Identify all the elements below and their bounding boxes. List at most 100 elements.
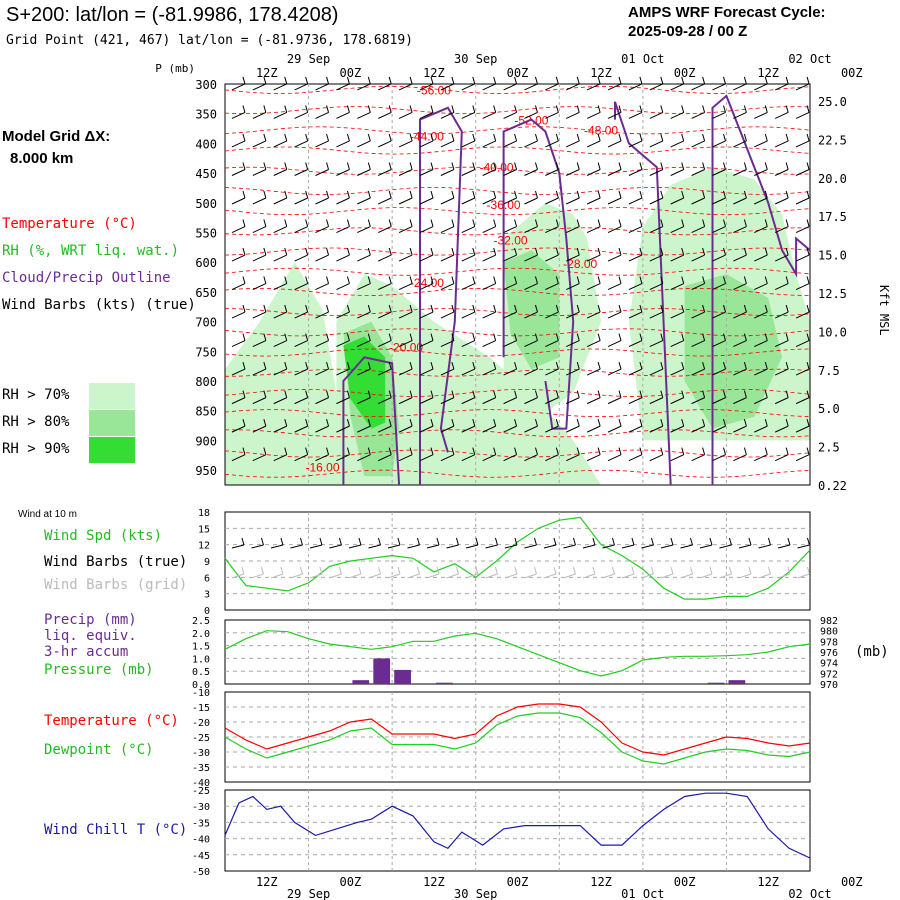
wind-barb-flag bbox=[785, 105, 789, 113]
grid-wind-barb-flag bbox=[806, 566, 810, 575]
wind-barb-staff bbox=[712, 197, 726, 205]
wind-barb bbox=[273, 105, 288, 119]
label-wind-speed: Wind Spd (kts) bbox=[44, 528, 163, 544]
wind-barb-flag bbox=[743, 276, 747, 284]
kft-tick-label: 5.0 bbox=[818, 402, 840, 416]
wind-barb-flag bbox=[430, 447, 434, 455]
wind-barb-staff bbox=[419, 454, 434, 462]
wind-barb bbox=[273, 219, 288, 233]
wind-barb bbox=[733, 418, 747, 433]
wind-barb-flag bbox=[263, 76, 267, 85]
surface-wind-barb-staff bbox=[621, 544, 635, 549]
wind-barb-staff bbox=[691, 83, 705, 91]
grid-wind-barb-staff bbox=[582, 573, 596, 579]
wind-barb-staff bbox=[294, 140, 308, 148]
grid-wind-barb-staff bbox=[524, 573, 537, 579]
wind-barb-flag bbox=[346, 219, 350, 227]
wind-barb bbox=[231, 162, 246, 176]
wind-barb-flag bbox=[472, 304, 476, 313]
wind-barb bbox=[252, 447, 267, 462]
grid-wind-barb-flag bbox=[631, 566, 635, 575]
bottom-date-label: 02 Oct bbox=[788, 887, 831, 900]
wind-barb bbox=[315, 105, 330, 119]
wind-barb-staff bbox=[231, 283, 246, 291]
wind-barb-staff bbox=[503, 83, 517, 91]
wind-barb-flag bbox=[242, 76, 246, 85]
wind-barb-flag bbox=[388, 105, 392, 113]
wind-barb-flag bbox=[555, 105, 559, 113]
wind-barb-flag bbox=[639, 390, 643, 398]
grid-wind-barb-staff bbox=[699, 573, 713, 579]
wind-barb-flag bbox=[702, 105, 706, 113]
wind-barb bbox=[712, 105, 726, 119]
wind-barb bbox=[670, 190, 685, 205]
wind-barb-staff bbox=[566, 340, 580, 348]
surface-wind-barb-staff bbox=[329, 544, 342, 549]
cloud-outline bbox=[342, 356, 401, 486]
wind-barb-flag bbox=[451, 390, 455, 398]
wind-barb-staff bbox=[461, 197, 475, 205]
wind-barb-flag bbox=[430, 304, 434, 313]
surface-wind-barb-staff bbox=[563, 544, 576, 549]
wind-barb-staff bbox=[795, 368, 810, 376]
wind-barb-staff bbox=[378, 340, 392, 348]
grid-wind-barb-flag bbox=[787, 566, 791, 575]
surface-wind-barb bbox=[504, 537, 518, 549]
wind-barb bbox=[273, 276, 288, 291]
wind-barb bbox=[231, 361, 246, 376]
wind-barb-flag bbox=[639, 304, 643, 313]
grid-wind-barb bbox=[660, 566, 674, 579]
wind-barb-staff bbox=[419, 397, 434, 405]
top-time-tick-label: 12Z bbox=[256, 66, 278, 80]
wind-barb-staff bbox=[294, 197, 308, 205]
wind-barb bbox=[733, 162, 747, 176]
temperature-contour-label: -20.00 bbox=[389, 340, 423, 354]
wind-barb bbox=[482, 333, 497, 348]
wind-barb-staff bbox=[231, 169, 246, 176]
wind-barb bbox=[419, 390, 434, 405]
wind-barb-staff bbox=[378, 454, 392, 462]
surface-wind-barb-staff bbox=[738, 544, 752, 549]
grid-wind-barb-staff bbox=[563, 573, 576, 579]
wind-barb bbox=[294, 219, 309, 233]
wind-barb-flag bbox=[576, 304, 580, 313]
surface-wind-barb bbox=[407, 537, 420, 549]
surface-wind-barb-flag bbox=[592, 537, 596, 546]
wind-barb-staff bbox=[461, 283, 475, 291]
surface-wind-barb bbox=[797, 537, 810, 549]
pressure-tick-label: 970 bbox=[820, 680, 838, 691]
kft-tick-label: 15.0 bbox=[818, 249, 847, 263]
surface-wind-barb-flag bbox=[709, 537, 713, 546]
grid-wind-barb-staff bbox=[465, 573, 479, 579]
wind-barb bbox=[440, 162, 455, 176]
grid-wind-barb-staff bbox=[777, 573, 791, 579]
wind-barb-flag bbox=[576, 276, 580, 284]
wind-barb-flag bbox=[388, 361, 392, 370]
wind-barb-staff bbox=[670, 368, 684, 376]
wind-barb-flag bbox=[263, 447, 267, 455]
wind-barb-flag bbox=[242, 304, 246, 313]
wind-barb bbox=[398, 304, 413, 319]
wind-barb bbox=[440, 276, 455, 291]
wind-barb bbox=[607, 162, 622, 176]
wind-barb-flag bbox=[451, 247, 455, 256]
wind-barb bbox=[336, 418, 350, 433]
wind-barb bbox=[733, 333, 747, 348]
wind-barb bbox=[482, 247, 497, 262]
wind-chill-tick-label: -45 bbox=[192, 851, 210, 862]
surface-wind-barb-staff bbox=[231, 544, 245, 549]
wind-barb-flag bbox=[472, 447, 476, 455]
wind-barb-flag bbox=[660, 418, 664, 427]
wind-barb-flag bbox=[388, 276, 392, 284]
wind-barb-flag bbox=[284, 333, 288, 341]
wind-barb bbox=[482, 133, 497, 148]
wind-barb-flag bbox=[806, 390, 810, 398]
surface-wind-barb-flag bbox=[455, 537, 459, 546]
wind-barb-flag bbox=[723, 333, 726, 341]
wind-barb-staff bbox=[294, 368, 308, 376]
wind-barb bbox=[419, 219, 434, 233]
wind-barb-staff bbox=[419, 425, 434, 433]
surface-wind-barb-flag bbox=[397, 537, 401, 546]
grid-wind-barb-staff bbox=[348, 573, 362, 579]
wind-barb-flag bbox=[388, 304, 392, 313]
